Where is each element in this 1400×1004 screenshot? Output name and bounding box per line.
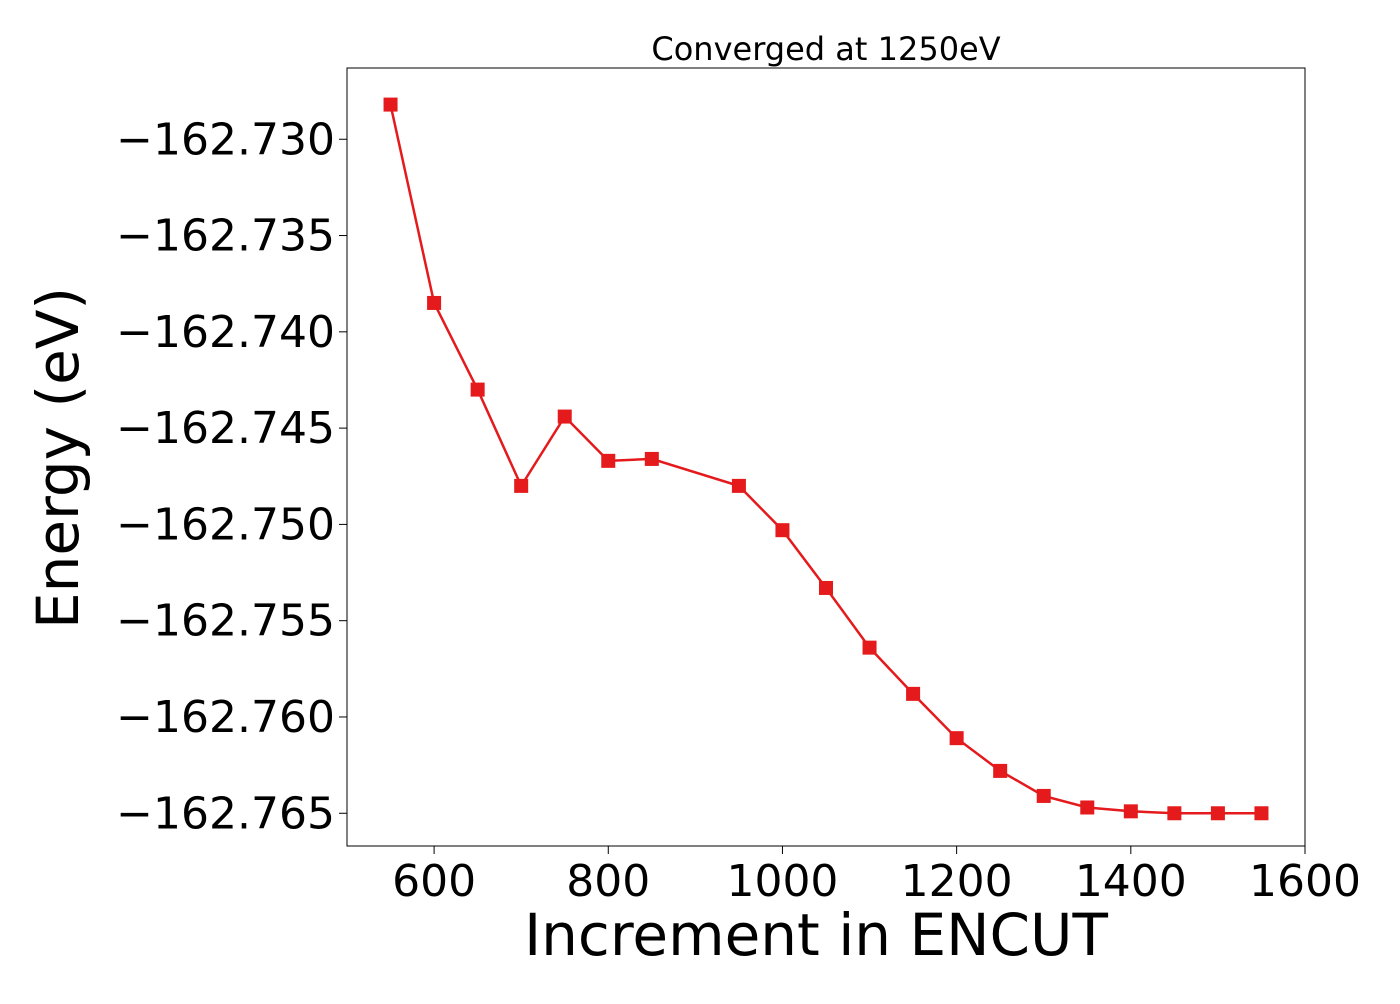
data-point-marker (557, 409, 572, 424)
data-point-marker (949, 731, 964, 746)
y-tick-label: −162.735 (116, 211, 335, 262)
x-tick-label: 800 (566, 856, 650, 907)
plot-area: −162.730 −162.735 −162.740 −162.745 −162.750… (116, 67, 1361, 907)
data-point-marker (1123, 804, 1138, 819)
x-tick-label: 1200 (901, 856, 1013, 907)
data-point-marker (514, 478, 529, 493)
data-point-marker (862, 640, 877, 655)
data-point-marker (906, 686, 921, 701)
data-point-marker (470, 382, 485, 397)
data-point-marker (1167, 806, 1182, 821)
x-axis-title: Increment in ENCUT (524, 901, 1108, 969)
y-tick-label: −162.740 (116, 307, 335, 358)
y-tick-label: −162.760 (116, 692, 335, 743)
x-tick-label: 600 (392, 856, 476, 907)
y-tick-label: −162.755 (116, 596, 335, 647)
data-point-marker (644, 451, 659, 466)
plot-frame (346, 67, 1306, 847)
data-point-marker (775, 523, 790, 538)
chart-title: Converged at 1250eV (651, 30, 1000, 68)
data-point-marker (427, 295, 442, 310)
data-point-marker (1036, 788, 1051, 803)
x-tick-label: 1600 (1249, 856, 1361, 907)
y-tick-label: −162.730 (116, 114, 335, 165)
data-point-marker (1254, 806, 1269, 821)
y-tick-label: −162.750 (116, 499, 335, 550)
x-tick-label: 1000 (726, 856, 838, 907)
x-tick-label: 1400 (1075, 856, 1187, 907)
data-point-marker (601, 453, 616, 468)
data-point-marker (993, 763, 1008, 778)
data-point-marker (819, 580, 833, 595)
series-line (389, 104, 1262, 815)
y-tick-label: −162.745 (116, 403, 335, 454)
data-point-marker (731, 478, 746, 493)
data-point-marker (383, 97, 398, 112)
y-axis-title: Energy (eV) (24, 287, 92, 629)
y-tick-label: −162.765 (116, 788, 335, 839)
data-point-marker (1080, 800, 1095, 815)
data-point-marker (1210, 806, 1225, 821)
